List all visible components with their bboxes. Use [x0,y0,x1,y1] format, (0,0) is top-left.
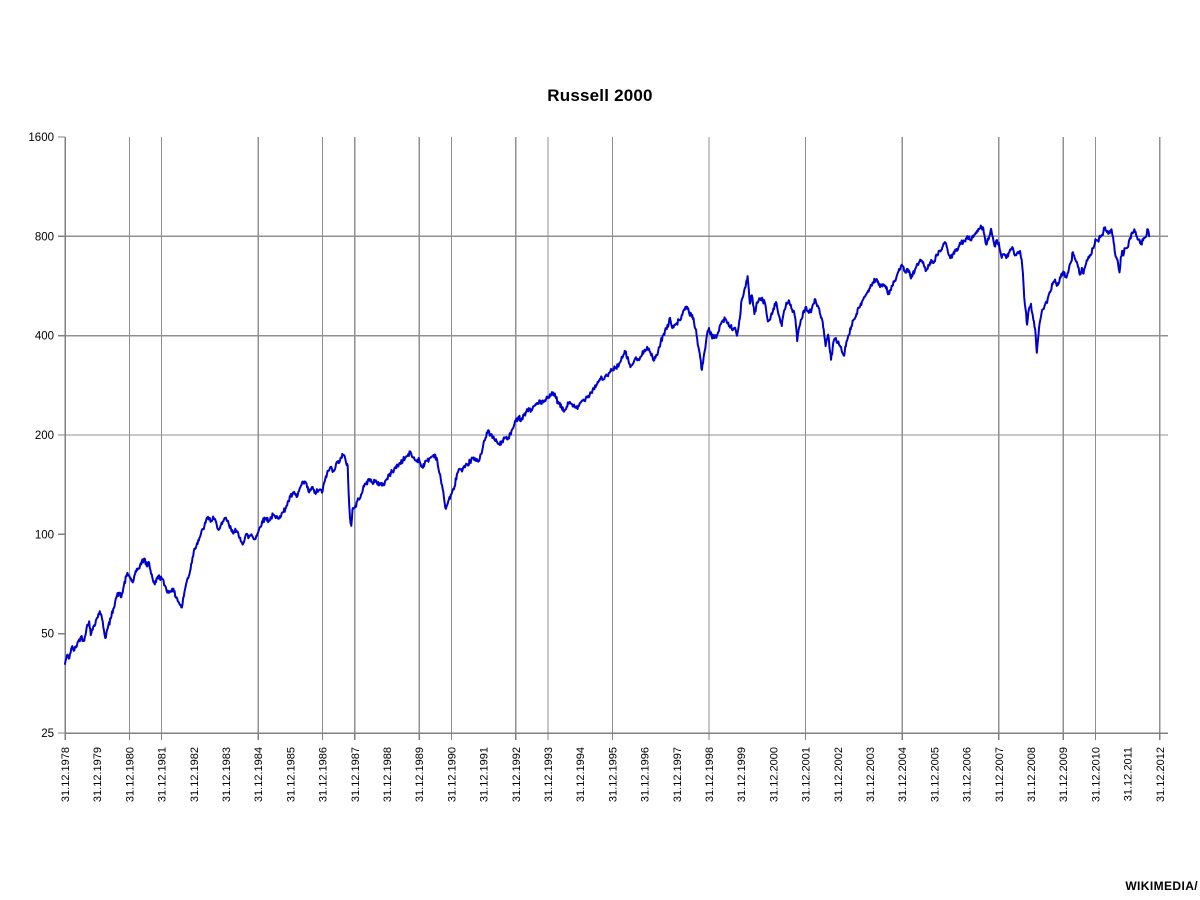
x-tick-label-31.12.1996: 31.12.1996 [640,747,652,802]
x-tick-label-31.12.2001: 31.12.2001 [801,747,813,802]
x-tick-label-31.12.1979: 31.12.1979 [92,747,104,802]
x-tick-label-31.12.2003: 31.12.2003 [865,747,877,802]
x-tick-label-31.12.1978: 31.12.1978 [60,747,72,802]
x-tick-label-31.12.1995: 31.12.1995 [607,747,619,802]
x-tick-label-31.12.2009: 31.12.2009 [1058,747,1070,802]
x-tick-label-31.12.1982: 31.12.1982 [189,747,201,802]
y-tick-label-100: 100 [35,529,54,541]
x-tick-label-31.12.1980: 31.12.1980 [124,747,136,802]
x-tick-label-31.12.1981: 31.12.1981 [157,747,169,802]
x-tick-label-31.12.1986: 31.12.1986 [318,747,330,802]
x-tick-label-31.12.2012: 31.12.2012 [1155,747,1167,802]
y-tick-label-400: 400 [35,331,54,343]
x-tick-label-31.12.2006: 31.12.2006 [962,747,974,802]
x-tick-labels: 31.12.1978 31.12.1979 31.12.1980 31.12.1981… [60,747,1167,802]
x-tick-label-31.12.2000: 31.12.2000 [768,747,780,802]
x-tick-label-31.12.1999: 31.12.1999 [736,747,748,802]
x-tick-label-31.12.1994: 31.12.1994 [575,747,587,802]
y-tick-label-1600: 1600 [28,132,54,144]
series-line-russell-2000 [64,224,1151,665]
horizontal-gridlines [65,235,1168,436]
watermark-credit: WIKIMEDIA/ [1125,879,1198,893]
x-tick-label-31.12.1991: 31.12.1991 [479,747,491,802]
axis-ticks [58,136,1161,740]
x-tick-label-31.12.1984: 31.12.1984 [253,747,265,802]
y-tick-label-800: 800 [35,231,54,243]
x-tick-label-31.12.1997: 31.12.1997 [672,747,684,802]
x-tick-label-31.12.1989: 31.12.1989 [414,747,426,802]
chart-title: Russell 2000 [547,86,653,105]
x-tick-label-31.12.2005: 31.12.2005 [929,747,941,802]
axes [64,137,1168,740]
x-tick-label-31.12.1998: 31.12.1998 [704,747,716,802]
x-tick-label-31.12.2008: 31.12.2008 [1026,747,1038,802]
x-tick-label-31.12.1985: 31.12.1985 [285,747,297,802]
y-tick-label-50: 50 [41,629,54,641]
x-tick-label-31.12.2002: 31.12.2002 [833,747,845,802]
x-tick-label-31.12.2007: 31.12.2007 [994,747,1006,802]
y-tick-label-200: 200 [35,430,54,442]
y-tick-labels: 1600 800 400 200 100 50 25 [28,132,54,740]
x-tick-label-31.12.2011: 31.12.2011 [1123,747,1135,801]
x-tick-label-31.12.1983: 31.12.1983 [221,747,233,802]
x-tick-label-31.12.2004: 31.12.2004 [897,747,909,802]
x-tick-label-31.12.1990: 31.12.1990 [446,747,458,802]
y-tick-label-25: 25 [41,728,54,740]
x-tick-label-31.12.2010: 31.12.2010 [1090,747,1102,802]
x-tick-label-31.12.1992: 31.12.1992 [511,747,523,802]
x-tick-label-31.12.1988: 31.12.1988 [382,747,394,802]
x-tick-label-31.12.1987: 31.12.1987 [350,747,362,802]
x-tick-label-31.12.1993: 31.12.1993 [543,747,555,802]
